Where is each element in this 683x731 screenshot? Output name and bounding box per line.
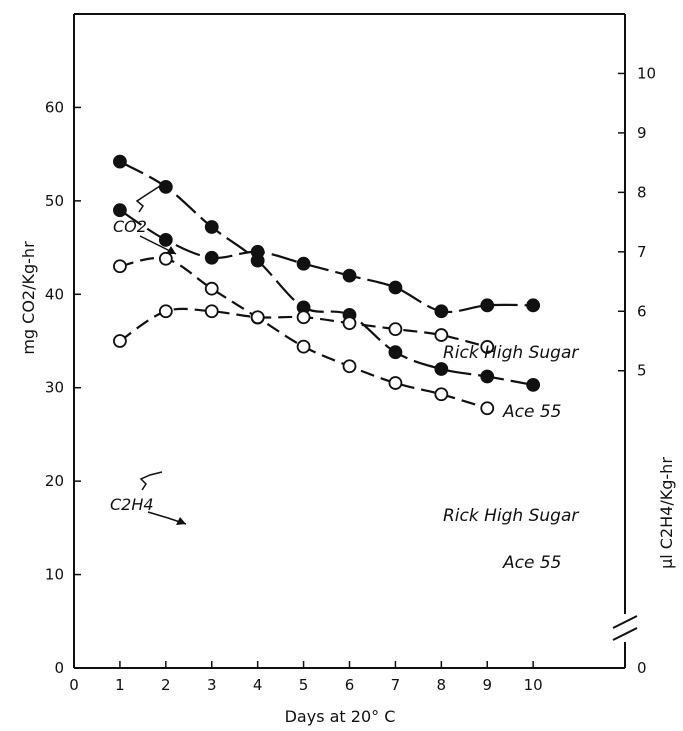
series-layer: [113, 154, 541, 416]
co2-pointer-to-filled: [135, 185, 161, 213]
y-tick-label: 0: [54, 659, 64, 677]
data-point-2: [296, 256, 311, 271]
data-point-3: [158, 304, 173, 319]
data-point-0: [526, 378, 541, 392]
x-tick-label: 6: [345, 676, 355, 694]
c2h4-annotation: C2H4: [110, 471, 187, 525]
y-ticks-left: 0 10 20 30 40 50 60: [45, 98, 81, 677]
data-point-2: [113, 203, 127, 218]
data-point-2: [480, 298, 495, 313]
data-point-3: [434, 328, 449, 342]
data-point-0: [204, 220, 219, 234]
y2-tick-label: 9: [637, 124, 647, 142]
co2-annotation: CO2: [113, 185, 177, 255]
axis-break-mark-lower: [612, 627, 638, 641]
data-point-0: [434, 362, 449, 376]
x-tick-label: 5: [299, 676, 309, 694]
data-point-0: [480, 369, 495, 384]
co2-annotation-label: CO2: [113, 217, 147, 236]
x-tick-label: 3: [207, 676, 217, 694]
y-axis-left-label: mg CO2/Kg-hr: [19, 241, 38, 355]
data-point-1: [113, 259, 127, 274]
x-tick-label: 1: [115, 676, 125, 694]
x-tick-label: 8: [437, 676, 447, 694]
co2-arrow-head: [166, 246, 176, 254]
x-tick-label: 10: [524, 676, 543, 694]
y2-tick-label: 10: [637, 64, 656, 82]
y-tick-label: 10: [45, 566, 64, 584]
y-ticks-right: 0 5 6 7 8 9 10: [618, 64, 656, 677]
data-point-0: [113, 154, 127, 169]
axis-break-mark-upper: [612, 615, 638, 629]
x-tick-label: 7: [391, 676, 401, 694]
y-axis-right-label: µl C2H4/Kg-hr: [657, 457, 676, 569]
data-point-2: [158, 233, 173, 247]
y2-tick-label: 8: [637, 183, 647, 201]
x-ticks: 0 1 2 3 4 5 6 7 8 9 10: [69, 661, 543, 694]
y2-tick-label: 5: [637, 362, 647, 380]
data-point-3: [113, 334, 127, 348]
data-point-1: [480, 401, 495, 416]
data-point-2: [526, 298, 541, 313]
y-tick-label: 60: [45, 98, 64, 116]
y-tick-label: 20: [45, 472, 64, 490]
y2-tick-label: 6: [637, 302, 647, 320]
data-point-3: [388, 322, 403, 337]
data-point-1: [158, 251, 173, 266]
data-point-2: [250, 244, 265, 259]
data-point-2: [342, 268, 357, 283]
x-tick-label: 4: [253, 676, 263, 694]
data-point-3: [296, 310, 311, 325]
data-point-3: [342, 316, 357, 331]
y-tick-label: 30: [45, 379, 64, 397]
y-tick-label: 50: [45, 192, 64, 210]
data-point-3: [204, 304, 219, 319]
data-point-1: [434, 387, 449, 402]
c2h4-annotation-label: C2H4: [110, 495, 154, 514]
x-axis-label: Days at 20° C: [285, 707, 396, 726]
series-label-ace-c2h4: Ace 55: [502, 553, 561, 573]
x-tick-label: 9: [482, 676, 492, 694]
series-label-rick-c2h4: Rick High Sugar: [443, 506, 579, 526]
data-point-2: [204, 250, 219, 265]
data-point-2: [388, 280, 403, 295]
data-point-1: [342, 359, 357, 374]
c2h4-arrow-head: [176, 517, 186, 525]
data-point-1: [296, 339, 311, 354]
data-point-0: [158, 179, 173, 194]
series-label-ace-co2: Ace 55: [502, 402, 561, 422]
x-tick-label: 0: [69, 676, 79, 694]
series-line-2: [119, 209, 534, 314]
x-tick-label: 2: [161, 676, 171, 694]
data-point-2: [434, 304, 449, 319]
data-point-1: [204, 281, 219, 296]
series-label-rick-co2: Rick High Sugar: [443, 343, 579, 363]
series-line-0: [119, 160, 534, 386]
data-point-0: [388, 345, 403, 360]
data-point-3: [250, 310, 265, 325]
c2h4-pointer-to-filled: [139, 471, 163, 491]
y-tick-label: 40: [45, 285, 64, 303]
data-point-1: [388, 376, 403, 390]
data-point-3: [480, 340, 495, 354]
y2-tick-label: 7: [637, 243, 647, 261]
y2-tick-label: 0: [637, 659, 647, 677]
